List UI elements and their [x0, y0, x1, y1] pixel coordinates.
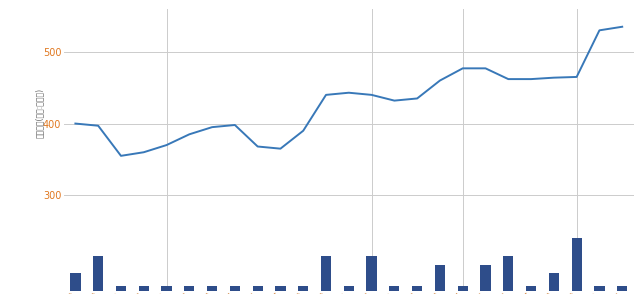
Bar	[321, 256, 331, 291]
Bar	[503, 256, 513, 291]
Bar	[70, 273, 81, 291]
Y-axis label: 거래금액(단위:백만원): 거래금액(단위:백만원)	[35, 88, 44, 138]
Bar	[275, 286, 285, 291]
Bar	[367, 256, 377, 291]
Bar	[298, 286, 308, 291]
Bar	[161, 286, 172, 291]
Bar	[139, 286, 149, 291]
Bar	[344, 286, 354, 291]
Bar	[93, 256, 103, 291]
Bar	[572, 238, 582, 291]
Bar	[230, 286, 240, 291]
Bar	[548, 273, 559, 291]
Bar	[481, 265, 491, 291]
Bar	[253, 286, 263, 291]
Bar	[184, 286, 195, 291]
Bar	[412, 286, 422, 291]
Bar	[207, 286, 217, 291]
Bar	[389, 286, 399, 291]
Bar	[526, 286, 536, 291]
Bar	[435, 265, 445, 291]
Bar	[617, 286, 627, 291]
Bar	[595, 286, 605, 291]
Bar	[458, 286, 468, 291]
Bar	[116, 286, 126, 291]
